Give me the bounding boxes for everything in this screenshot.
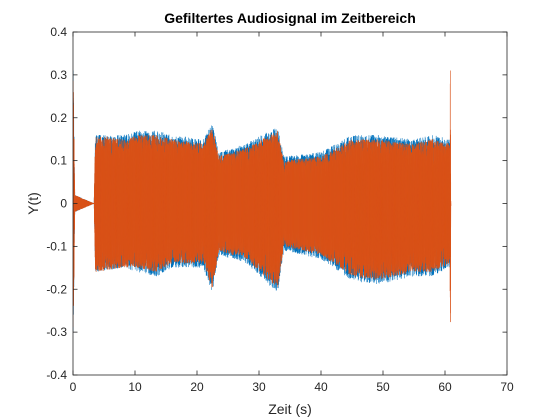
- x-tick-label: 20: [190, 380, 204, 394]
- y-axis-label: Y(t): [25, 192, 41, 215]
- series-line-2: [73, 70, 452, 327]
- x-tick-label: 30: [252, 380, 266, 394]
- tick-labels: 0 10 20 30 40 50 60 70 0.4 0.3 0.2 0.1 0 -0.1 -0.2 -0.3…: [46, 25, 514, 394]
- x-tick-label: 70: [500, 380, 514, 394]
- axes-frame: [72, 31, 508, 376]
- x-axis-label: Zeit (s): [268, 401, 312, 417]
- y-tick-label: 0.1: [50, 154, 67, 168]
- y-tick-label: -0.4: [46, 368, 67, 382]
- y-tick-label: 0.3: [50, 68, 67, 82]
- x-tick-label: 10: [128, 380, 142, 394]
- y-tick-label: 0.4: [50, 25, 67, 39]
- series-layer: [73, 70, 452, 332]
- y-tick-label: -0.3: [46, 325, 67, 339]
- x-tick-label: 60: [438, 380, 452, 394]
- y-tick-label: -0.1: [46, 239, 67, 253]
- chart-title: Gefiltertes Audiosignal im Zeitbereich: [164, 10, 416, 26]
- y-tick-label: -0.2: [46, 282, 67, 296]
- x-tick-label: 0: [70, 380, 77, 394]
- x-tick-label: 40: [314, 380, 328, 394]
- y-tick-label: 0: [60, 197, 67, 211]
- x-tick-label: 50: [376, 380, 390, 394]
- y-tick-label: 0.2: [50, 111, 67, 125]
